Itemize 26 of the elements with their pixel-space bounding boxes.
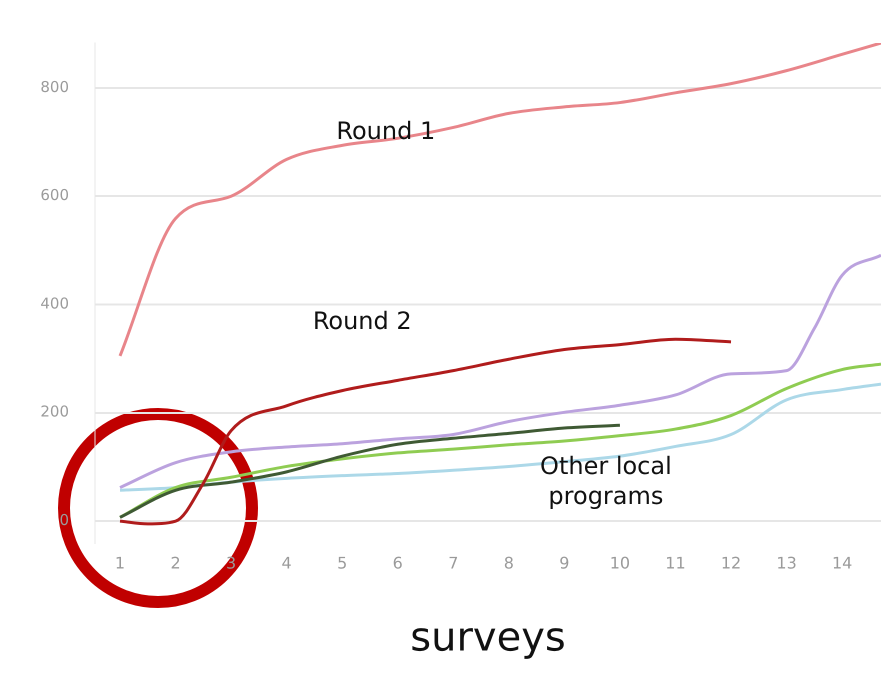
- x-axis-title: surveys: [410, 614, 566, 660]
- x-tick-label: 11: [665, 554, 686, 573]
- annotation: Round 2: [312, 307, 412, 336]
- line-series: [118, 43, 881, 358]
- x-tick-label: 13: [776, 554, 797, 573]
- x-tick-label: 12: [720, 554, 742, 573]
- x-tick-label: 3: [226, 554, 236, 573]
- x-tick-label: 14: [832, 554, 852, 573]
- y-tick-label: 400: [40, 294, 69, 312]
- y-tick-label: 600: [40, 186, 69, 204]
- x-tick-label: 8: [504, 554, 514, 573]
- x-tick-label: 5: [337, 554, 348, 573]
- y-tick-label: 200: [40, 402, 69, 421]
- x-tick-label: 4: [282, 554, 292, 573]
- x-tick-label: 1: [114, 554, 126, 573]
- x-tick-label: 9: [559, 554, 570, 573]
- y-tick-label: 0: [59, 511, 69, 530]
- line-series: [118, 254, 881, 490]
- annotation: Round 1: [336, 117, 436, 146]
- x-tick-label: 6: [392, 554, 403, 573]
- y-tick-label: 800: [40, 78, 69, 96]
- x-tick-label: 10: [610, 554, 630, 573]
- line-series: [118, 338, 733, 526]
- x-tick-label: 7: [448, 554, 458, 573]
- x-tick-label: 2: [170, 554, 181, 573]
- annotation: Other local programs: [540, 452, 672, 510]
